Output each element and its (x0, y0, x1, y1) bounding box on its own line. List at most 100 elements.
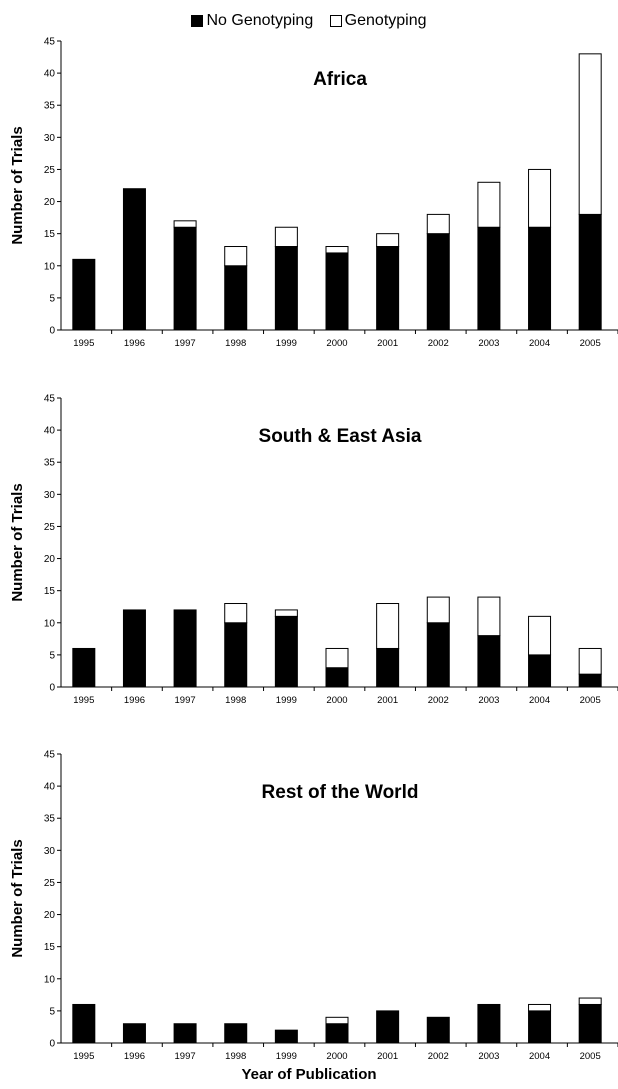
y-tick-label: 25 (44, 165, 56, 176)
bar-genotyping (325, 246, 349, 254)
y-tick-label: 35 (44, 101, 56, 112)
y-tick-label: 10 (44, 261, 56, 272)
bar-genotyping (477, 596, 501, 637)
bar-no-genotyping (578, 1003, 602, 1044)
x-tick-label: 1998 (225, 1051, 246, 1062)
bar-genotyping (376, 233, 400, 248)
x-tick-label: 1996 (124, 695, 145, 706)
x-tick-label: 1998 (225, 338, 246, 349)
x-tick-label: 2000 (326, 695, 347, 706)
bar-genotyping (325, 647, 349, 669)
bar-genotyping (528, 615, 552, 656)
y-tick-label: 35 (44, 458, 56, 469)
y-tick-label: 10 (44, 974, 56, 985)
x-tick-label: 2002 (428, 1051, 449, 1062)
x-tick-label: 1996 (124, 338, 145, 349)
x-tick-label: 2005 (580, 695, 601, 706)
y-tick-label: 40 (44, 69, 56, 80)
x-tick-label: 1999 (276, 1051, 297, 1062)
legend-swatch-genotyping (329, 15, 342, 27)
bar-no-genotyping (376, 647, 400, 688)
y-tick-label: 15 (44, 586, 56, 597)
bar-no-genotyping (528, 654, 552, 688)
bar-genotyping (224, 246, 248, 267)
x-tick-label: 2005 (580, 1051, 601, 1062)
y-tick-label: 30 (44, 490, 56, 501)
y-tick-label: 20 (44, 197, 56, 208)
bar-no-genotyping (72, 258, 96, 331)
bar-no-genotyping (173, 226, 197, 331)
x-tick-label: 2001 (377, 695, 398, 706)
y-tick-label: 15 (44, 942, 56, 953)
bar-no-genotyping (477, 635, 501, 688)
bar-genotyping (274, 609, 298, 617)
y-tick-label: 20 (44, 554, 56, 565)
bar-genotyping (477, 181, 501, 228)
chart-panel-2: South & East Asia Number of Trials 0 5 10 15 2… (9, 394, 618, 706)
bar-no-genotyping (122, 1023, 146, 1044)
y-tick-label: 45 (44, 750, 56, 761)
bar-no-genotyping (578, 213, 602, 331)
bar-genotyping (426, 213, 450, 235)
x-tick-label: 1995 (73, 695, 94, 706)
bar-genotyping (224, 603, 248, 624)
bar-genotyping (426, 596, 450, 624)
bar-no-genotyping (376, 246, 400, 331)
y-tick-label: 5 (49, 1006, 55, 1017)
x-tick-label: 2002 (428, 338, 449, 349)
x-tick-label: 2000 (326, 338, 347, 349)
y-tick-label: 45 (44, 394, 56, 405)
y-tick-label: 15 (44, 229, 56, 240)
x-tick-label: 1999 (276, 338, 297, 349)
legend-item-genotyping: Genotyping (329, 12, 427, 30)
y-tick-label: 40 (44, 782, 56, 793)
x-tick-label: 1996 (124, 1051, 145, 1062)
y-axis-label: Number of Trials (9, 126, 26, 244)
bar-no-genotyping (72, 647, 96, 688)
x-tick-label: 2003 (478, 1051, 499, 1062)
bar-no-genotyping (173, 1023, 197, 1044)
bar-no-genotyping (122, 609, 146, 688)
legend-swatch-no-genotyping (191, 15, 204, 27)
bar-no-genotyping (224, 622, 248, 688)
x-tick-label: 2003 (478, 695, 499, 706)
chart-title: Rest of the World (262, 782, 419, 803)
bar-no-genotyping (426, 1016, 450, 1044)
bar-no-genotyping (224, 265, 248, 331)
bar-no-genotyping (376, 1010, 400, 1044)
y-tick-label: 0 (49, 1039, 55, 1050)
bar-no-genotyping (477, 226, 501, 331)
bar-no-genotyping (224, 1023, 248, 1044)
legend-item-no-genotyping: No Genotyping (191, 12, 313, 30)
x-tick-label: 1995 (73, 338, 94, 349)
x-tick-label: 2003 (478, 338, 499, 349)
bar-genotyping (528, 1003, 552, 1012)
chart-title: South & East Asia (259, 426, 422, 447)
y-tick-label: 40 (44, 426, 56, 437)
bar-no-genotyping (528, 1010, 552, 1044)
x-tick-label: 2004 (529, 338, 550, 349)
bar-no-genotyping (122, 188, 146, 331)
bar-genotyping (528, 168, 552, 228)
x-tick-label: 1999 (276, 695, 297, 706)
bar-no-genotyping (274, 615, 298, 688)
y-axis-label: Number of Trials (9, 839, 26, 957)
chart-title: Africa (313, 69, 367, 90)
y-tick-label: 30 (44, 133, 56, 144)
y-tick-label: 25 (44, 878, 56, 889)
legend-label-genotyping: Genotyping (344, 12, 427, 29)
y-axis-label: Number of Trials (9, 483, 26, 601)
bar-genotyping (325, 1016, 349, 1025)
x-tick-label: 2002 (428, 695, 449, 706)
y-tick-label: 25 (44, 522, 56, 533)
bar-genotyping (173, 220, 197, 228)
bar-no-genotyping (173, 609, 197, 688)
bar-genotyping (274, 226, 298, 248)
bar-no-genotyping (274, 1029, 298, 1044)
bar-genotyping (376, 603, 400, 649)
bar-no-genotyping (274, 246, 298, 331)
x-tick-label: 1998 (225, 695, 246, 706)
y-tick-label: 20 (44, 910, 56, 921)
bar-no-genotyping (325, 667, 349, 688)
